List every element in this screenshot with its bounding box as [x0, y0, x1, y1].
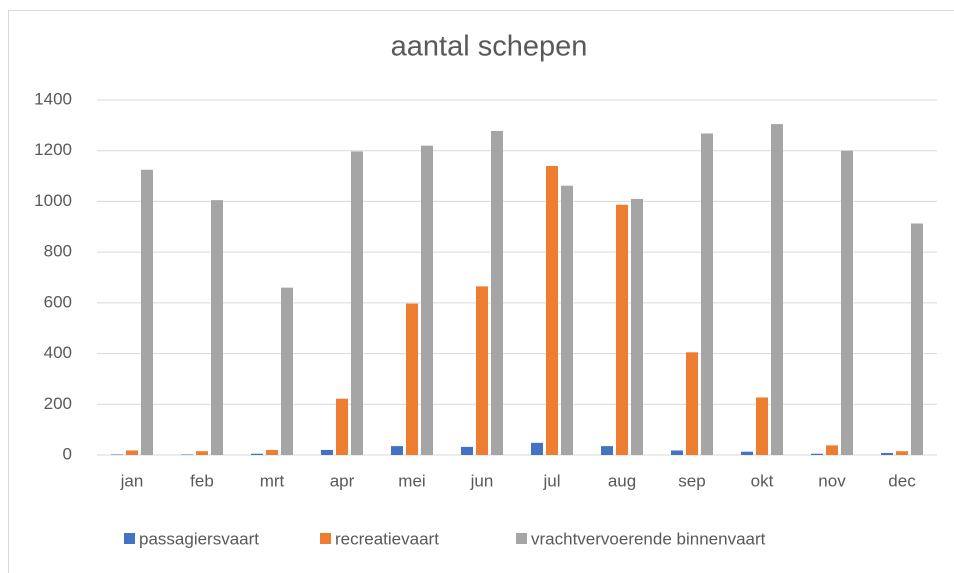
bar: [561, 185, 573, 455]
legend-label: passagiersvaart: [139, 529, 259, 548]
x-tick-label: jun: [470, 471, 494, 490]
y-tick-label: 1000: [34, 191, 72, 210]
x-tick-label: apr: [330, 471, 355, 490]
bar: [211, 200, 223, 455]
bar: [281, 287, 293, 455]
bar: [896, 451, 908, 455]
bar: [811, 453, 823, 455]
legend-swatch: [320, 533, 331, 544]
x-tick-label: jan: [120, 471, 144, 490]
bar: [351, 151, 363, 455]
bar: [266, 449, 278, 455]
bar: [251, 453, 263, 455]
x-tick-label: nov: [818, 471, 846, 490]
bar: [756, 397, 768, 455]
bar: [111, 454, 123, 455]
y-tick-label: 0: [63, 444, 72, 463]
bar: [491, 130, 503, 455]
bar: [421, 145, 433, 455]
x-tick-label: mrt: [260, 471, 285, 490]
y-tick-label: 1200: [34, 140, 72, 159]
bar: [841, 150, 853, 455]
bar: [686, 352, 698, 455]
y-tick-label: 200: [44, 394, 72, 413]
bar: [826, 445, 838, 455]
x-tick-label: okt: [751, 471, 774, 490]
legend-swatch: [516, 533, 527, 544]
bar: [671, 450, 683, 455]
bar: [181, 454, 193, 455]
bar: [391, 446, 403, 455]
bar: [616, 204, 628, 455]
legend-label: recreatievaart: [335, 529, 439, 548]
x-tick-label: sep: [678, 471, 705, 490]
bar: [531, 442, 543, 455]
bar: [321, 449, 333, 455]
y-tick-label: 1400: [34, 89, 72, 108]
x-tick-label: feb: [190, 471, 214, 490]
bar: [196, 451, 208, 455]
x-tick-label: aug: [608, 471, 636, 490]
x-tick-label: jul: [542, 471, 560, 490]
bar: [406, 303, 418, 455]
bar: [771, 124, 783, 455]
bar: [911, 223, 923, 455]
bar: [741, 451, 753, 455]
y-tick-label: 600: [44, 292, 72, 311]
x-tick-label: dec: [888, 471, 916, 490]
bar: [881, 452, 893, 455]
bar: [631, 198, 643, 455]
bar: [141, 169, 153, 455]
chart-title: aantal schepen: [391, 31, 588, 63]
bar: [601, 446, 613, 455]
y-tick-label: 800: [44, 242, 72, 261]
bar: [336, 398, 348, 455]
x-tick-label: mei: [398, 471, 425, 490]
legend-swatch: [124, 533, 135, 544]
bar: [546, 165, 558, 455]
bar: [126, 450, 138, 455]
bar: [461, 446, 473, 455]
legend-label: vrachtvervoerende binnenvaart: [531, 529, 766, 548]
bar: [701, 133, 713, 455]
bar: [476, 286, 488, 455]
y-tick-label: 400: [44, 343, 72, 362]
